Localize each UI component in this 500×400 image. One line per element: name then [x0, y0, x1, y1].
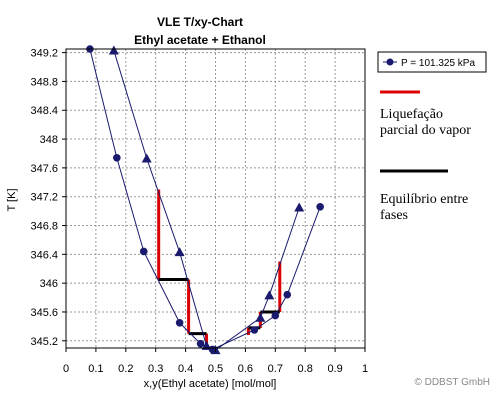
- data-point-triangle: [175, 247, 185, 256]
- data-point-triangle: [264, 290, 274, 299]
- data-point-circle: [176, 319, 184, 327]
- x-tick-label: 0.3: [148, 363, 163, 375]
- legend-entry: P = 101.325 kPa: [401, 58, 475, 69]
- y-tick-label: 346.4: [30, 249, 58, 261]
- black-note-line-1: Equilíbrio entre: [380, 192, 468, 207]
- series-line: [90, 49, 320, 349]
- y-tick-label: 346.8: [30, 221, 58, 233]
- x-tick-label: 0.2: [118, 363, 133, 375]
- data-series: [86, 45, 324, 354]
- black-note-line-2: fases: [380, 208, 408, 223]
- tick-labels: 0 0.1 0.2 0.3 0.4 0.5 0.6 0.7 0.8 0.9 1 345.2 345.6 3…: [30, 48, 368, 375]
- data-point-triangle: [255, 313, 265, 322]
- grid: [66, 49, 365, 348]
- data-point-circle: [272, 312, 280, 320]
- y-tick-label: 349.2: [30, 48, 58, 60]
- chart-title: VLE T/xy-Chart: [157, 15, 243, 29]
- y-axis-label: T [K]: [6, 188, 18, 211]
- red-note-line-2: parcial do vapor: [380, 123, 471, 138]
- y-tick-label: 348: [40, 134, 58, 146]
- legend-marker: [387, 59, 394, 66]
- x-tick-label: 0.1: [88, 363, 103, 375]
- data-point-circle: [113, 154, 121, 162]
- chart-subtitle: Ethyl acetate + Ethanol: [134, 33, 266, 47]
- data-point-circle: [283, 291, 291, 299]
- x-tick-label: 1: [362, 363, 368, 375]
- x-tick-label: 0.4: [178, 363, 193, 375]
- data-point-circle: [316, 203, 324, 211]
- copyright-text: © DDBST GmbH: [414, 377, 490, 388]
- x-tick-label: 0.9: [327, 363, 342, 375]
- x-tick-label: 0.5: [208, 363, 223, 375]
- data-point-triangle: [294, 203, 304, 212]
- y-tick-label: 345.2: [30, 336, 58, 348]
- x-tick-label: 0.8: [298, 363, 313, 375]
- data-point-circle: [251, 326, 259, 334]
- data-point-circle: [197, 340, 205, 348]
- y-tick-label: 346: [40, 278, 58, 290]
- y-tick-label: 348.8: [30, 76, 58, 88]
- series-line: [114, 50, 299, 350]
- y-tick-label: 347.2: [30, 192, 58, 204]
- x-tick-label: 0.6: [238, 363, 253, 375]
- x-axis-label: x,y(Ethyl acetate) [mol/mol]: [144, 378, 277, 390]
- y-tick-label: 345.6: [30, 307, 58, 319]
- red-note-line-1: Liquefação: [380, 107, 443, 122]
- x-tick-label: 0.7: [268, 363, 283, 375]
- data-point-triangle: [109, 45, 119, 54]
- x-tick-label: 0: [63, 363, 69, 375]
- red-segment-note: Liquefação parcial do vapor: [380, 92, 471, 138]
- y-tick-label: 348.4: [30, 105, 58, 117]
- y-tick-label: 347.6: [30, 163, 58, 175]
- black-segment-note: Equilíbrio entre fases: [380, 171, 468, 223]
- data-point-triangle: [142, 154, 152, 163]
- data-point-circle: [140, 248, 148, 256]
- legend: P = 101.325 kPa: [378, 52, 486, 72]
